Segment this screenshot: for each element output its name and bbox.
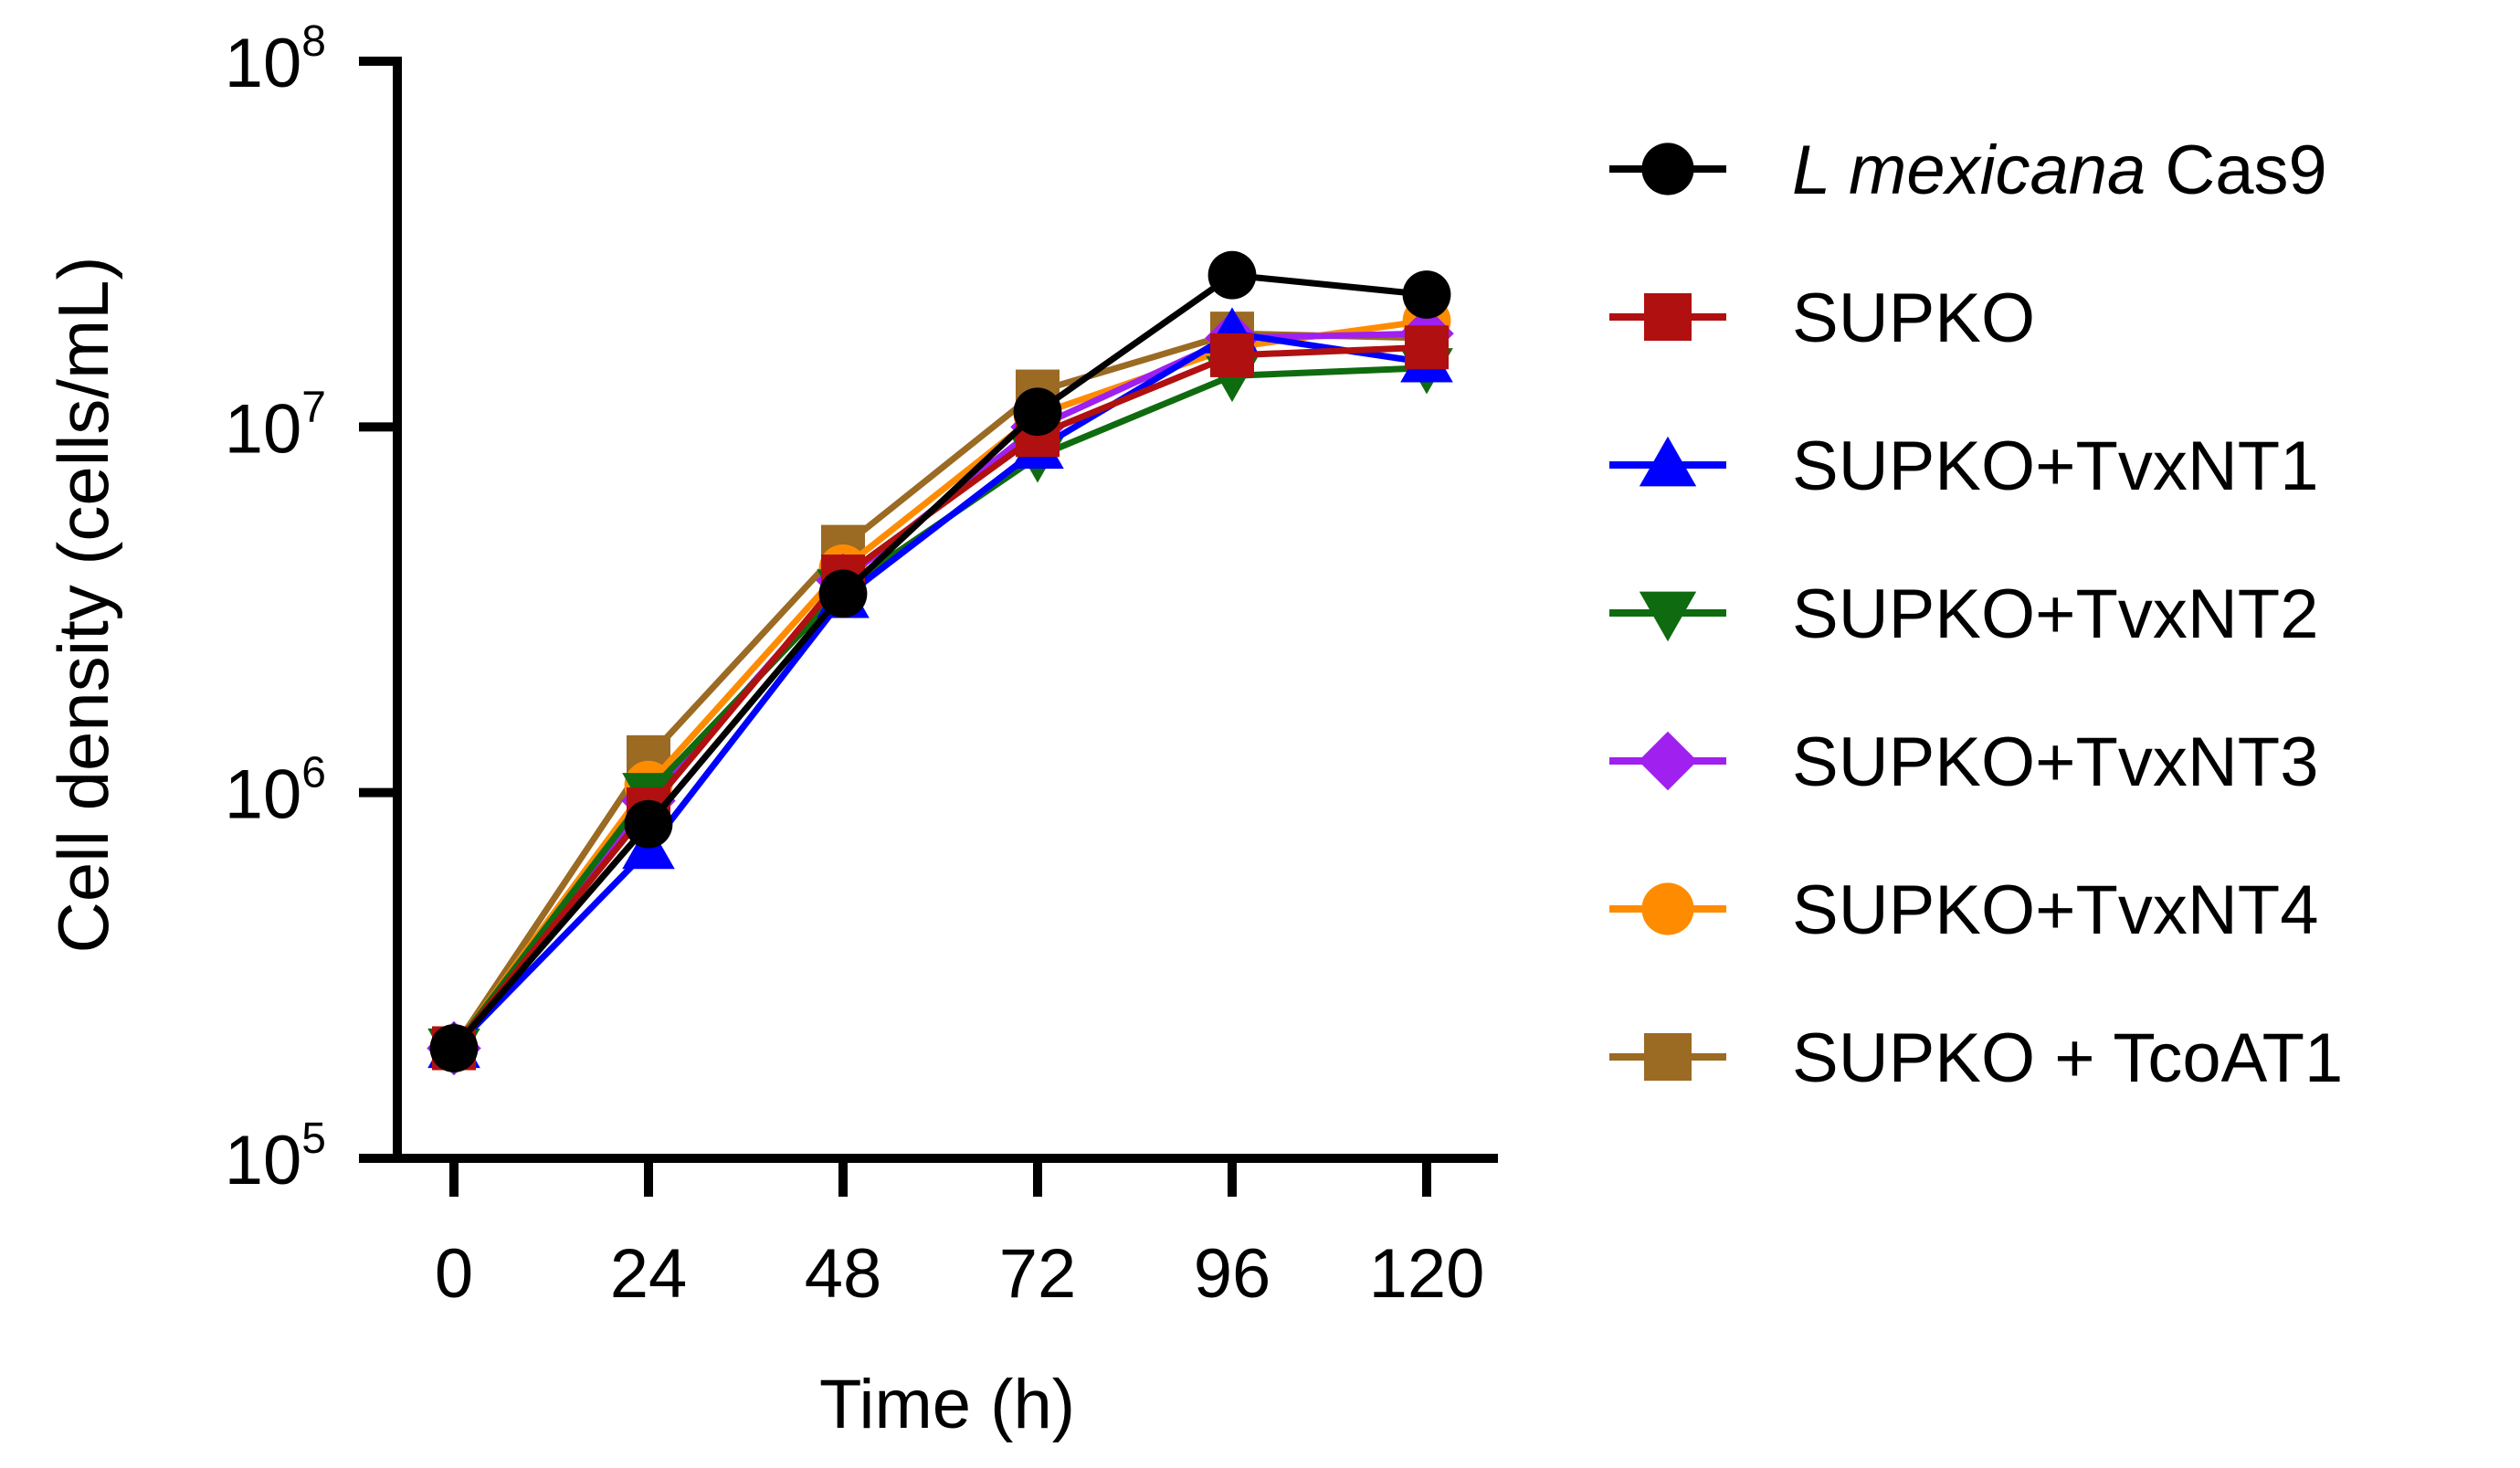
y-tick-label: 105 bbox=[225, 1114, 326, 1199]
legend-swatch-marker bbox=[1641, 143, 1694, 195]
legend-item: SUPKO+TvxNT1 bbox=[1609, 428, 2318, 505]
series-line bbox=[451, 271, 1428, 1051]
series-line bbox=[451, 330, 1428, 1051]
legend-label: SUPKO + TcoAT1 bbox=[1792, 1019, 2343, 1097]
y-tick-base: 10 bbox=[225, 25, 302, 102]
y-tick-label: 108 bbox=[225, 17, 326, 102]
legend-item: SUPKO+TvxNT4 bbox=[1609, 871, 2318, 949]
y-tick-exponent: 6 bbox=[301, 749, 326, 797]
y-tick-base: 10 bbox=[225, 390, 302, 468]
data-point bbox=[1210, 333, 1254, 377]
legend-swatch-marker bbox=[1639, 436, 1697, 487]
series-line bbox=[451, 330, 1428, 1051]
legend-label: SUPKO+TvxNT4 bbox=[1792, 871, 2318, 949]
axes-layer bbox=[393, 57, 1498, 1163]
legend-label-italic: L mexicana bbox=[1792, 132, 2146, 209]
legend-swatch-marker bbox=[1639, 591, 1697, 642]
x-tick-label: 48 bbox=[805, 1235, 882, 1313]
y-axis-label: Cell density (cells/mL) bbox=[43, 257, 123, 954]
legend-label: SUPKO+TvxNT3 bbox=[1792, 723, 2318, 801]
legend-item: SUPKO+TvxNT3 bbox=[1609, 723, 2318, 801]
data-point bbox=[1207, 250, 1257, 300]
y-tick-base: 10 bbox=[225, 756, 302, 834]
data-point bbox=[429, 1024, 479, 1072]
legend-label: SUPKO+TvxNT1 bbox=[1792, 428, 2318, 505]
data-point bbox=[1405, 325, 1449, 370]
series-supko-tcoat1 bbox=[432, 312, 1449, 1071]
data-point bbox=[1402, 270, 1451, 319]
legend-swatch-marker bbox=[1644, 1033, 1692, 1081]
legend-label-text: SUPKO+TvxNT4 bbox=[1792, 871, 2318, 949]
legend-label: SUPKO bbox=[1792, 280, 2035, 357]
legend-item: SUPKO+TvxNT2 bbox=[1609, 576, 2318, 653]
series-line bbox=[451, 317, 1428, 1051]
x-axis-label: Time (h) bbox=[819, 1366, 1075, 1443]
series-l-mexicana-cas9 bbox=[429, 250, 1451, 1072]
legend-item: SUPKO bbox=[1609, 280, 2035, 357]
series-line bbox=[451, 330, 1428, 1051]
legend-label-text: SUPKO+TvxNT2 bbox=[1792, 576, 2318, 653]
legend-swatch-marker bbox=[1644, 293, 1692, 341]
legend-label-text: SUPKO+TvxNT3 bbox=[1792, 723, 2318, 801]
y-tick-exponent: 7 bbox=[301, 383, 326, 431]
legend-label: SUPKO+TvxNT2 bbox=[1792, 576, 2318, 653]
x-tick-label: 120 bbox=[1369, 1235, 1485, 1313]
x-tick-label: 96 bbox=[1194, 1235, 1271, 1313]
x-tick-label: 24 bbox=[610, 1235, 688, 1313]
y-tick-exponent: 5 bbox=[301, 1114, 326, 1163]
legend-item: SUPKO + TcoAT1 bbox=[1609, 1019, 2343, 1097]
legend-label-text: SUPKO+TvxNT1 bbox=[1792, 428, 2318, 505]
data-point bbox=[818, 569, 868, 618]
series-supko bbox=[432, 325, 1449, 1071]
series-supko-tvxnt3 bbox=[427, 306, 1454, 1076]
data-point bbox=[1013, 387, 1062, 437]
series-line bbox=[451, 343, 1428, 1051]
series-supko-tvxnt4 bbox=[429, 296, 1451, 1072]
x-tick-label: 72 bbox=[999, 1235, 1077, 1313]
y-tick-label: 107 bbox=[225, 383, 326, 468]
series-supko-tvxnt2 bbox=[427, 348, 1453, 1075]
data-point bbox=[624, 799, 673, 849]
legend-label: L mexicana Cas9 bbox=[1792, 132, 2327, 209]
y-tick-base: 10 bbox=[225, 1122, 302, 1199]
x-tick-label: 0 bbox=[435, 1235, 473, 1313]
y-tick-label: 106 bbox=[225, 749, 326, 834]
legend-label-text: Cas9 bbox=[2146, 132, 2327, 209]
legend-label-text: SUPKO + TcoAT1 bbox=[1792, 1019, 2343, 1097]
legend-item: L mexicana Cas9 bbox=[1609, 132, 2327, 209]
legend-swatch-marker bbox=[1641, 882, 1694, 935]
y-tick-exponent: 8 bbox=[301, 17, 326, 66]
legend: L mexicana Cas9 SUPKO SUPKO+TvxNT1 SUPKO+Tv… bbox=[1609, 132, 2343, 1097]
series-supko-tvxnt1 bbox=[427, 307, 1453, 1069]
series-layer bbox=[427, 250, 1454, 1076]
legend-swatch-marker bbox=[1638, 731, 1698, 791]
legend-label-text: SUPKO bbox=[1792, 280, 2035, 357]
